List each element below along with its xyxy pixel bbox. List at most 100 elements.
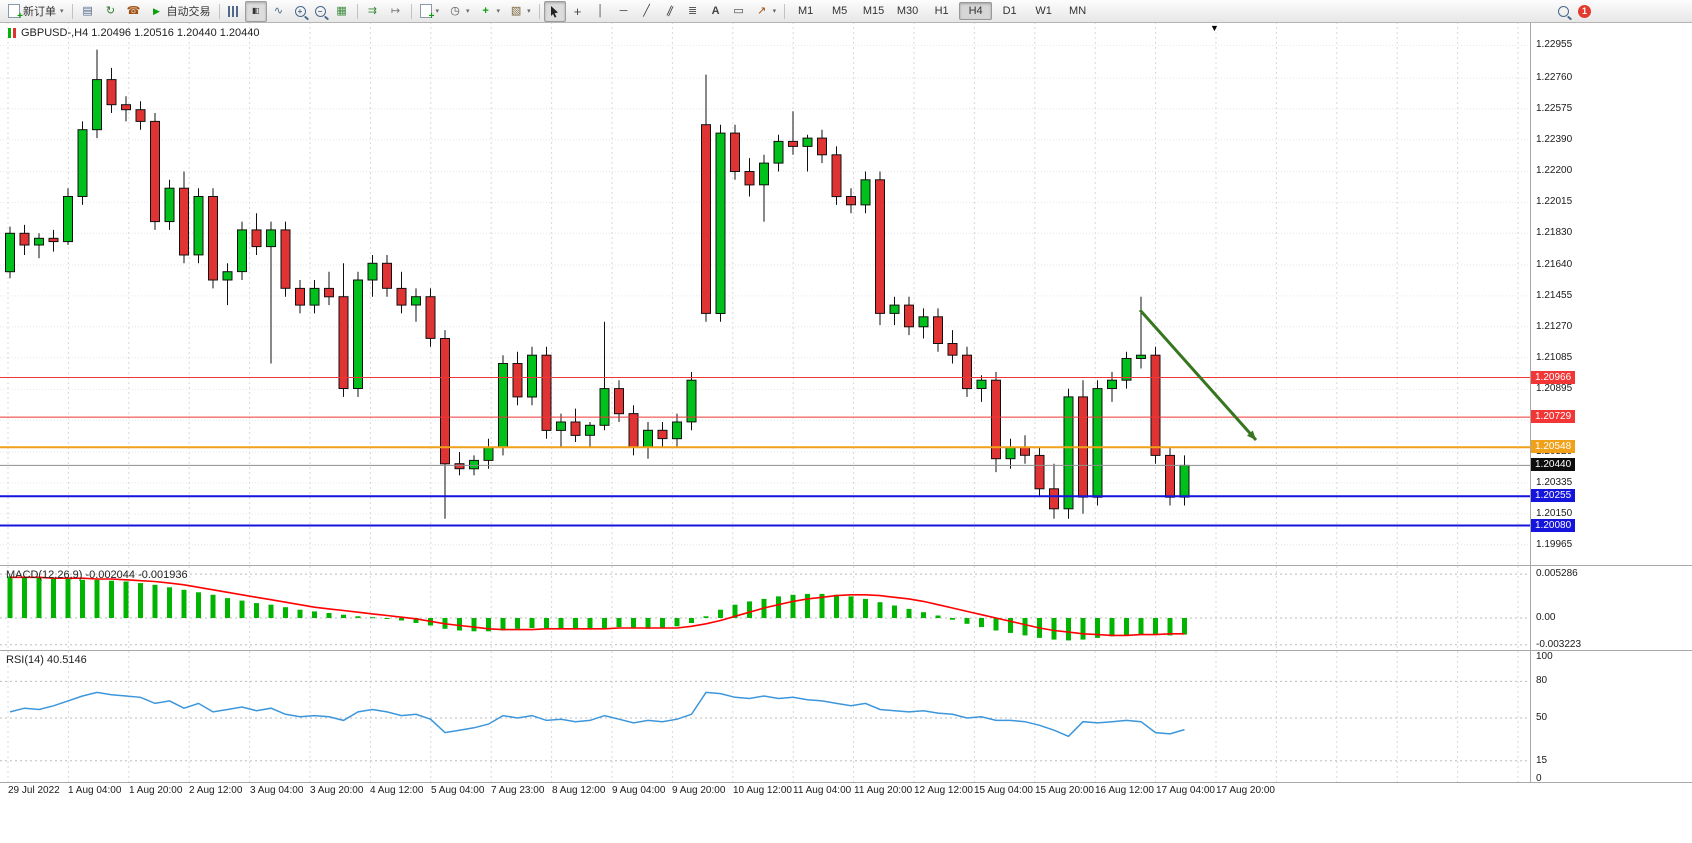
hlines-layer	[0, 377, 1530, 527]
rsi-axis-label: 100	[1536, 651, 1553, 662]
text-button[interactable]: A	[705, 1, 727, 22]
crosshair-button[interactable]: +	[567, 1, 589, 22]
timeframe-m30-button[interactable]: M30	[896, 5, 919, 17]
time-axis-label: 29 Jul 2022	[8, 785, 60, 796]
zoom-out-button[interactable]: −	[311, 1, 330, 22]
price-tick-label: 1.22200	[1536, 165, 1573, 176]
price-line-tag[interactable]: 1.20966	[1531, 371, 1576, 384]
crosshair-icon: +	[573, 3, 582, 19]
add-indicator-icon: +	[482, 4, 489, 17]
time-axis-label: 15 Aug 04:00	[974, 785, 1033, 796]
period-button[interactable]: ◷ ▾	[444, 1, 474, 22]
price-tick-label: 1.21085	[1536, 352, 1573, 363]
price-tick-label: 1.20150	[1536, 508, 1573, 519]
auto-scroll-icon: ⇉	[367, 4, 378, 17]
time-axis-label: 5 Aug 04:00	[431, 785, 485, 796]
time-axis-label: 1 Aug 20:00	[129, 785, 183, 796]
fibonacci-button[interactable]: ≣	[682, 1, 704, 22]
price-tick-label: 1.20710	[1536, 414, 1573, 425]
rsi-indicator-label: RSI(14) 40.5146	[6, 654, 87, 666]
main-grid	[0, 22, 1530, 564]
toolbar-separator	[71, 3, 73, 19]
time-axis-label: 12 Aug 12:00	[914, 785, 973, 796]
chart-shift-button[interactable]: ↦	[385, 1, 407, 22]
zoom-in-button[interactable]: +	[291, 1, 310, 22]
time-axis-label: 17 Aug 20:00	[1216, 785, 1275, 796]
main-chart-plot[interactable]	[0, 22, 1530, 564]
price-tick-label: 1.21830	[1536, 227, 1573, 238]
new-order-icon	[8, 4, 23, 22]
channel-button[interactable]: ∥	[659, 1, 681, 22]
trend-arrow	[1138, 309, 1258, 441]
zoom-out-icon: −	[314, 5, 326, 17]
price-tick-label: 1.20895	[1536, 383, 1573, 394]
macd-indicator-label: MACD(12,26,9) -0.002044 -0.001936	[6, 569, 188, 581]
time-axis-label: 3 Aug 04:00	[250, 785, 304, 796]
label-icon: ▭	[733, 4, 744, 17]
support-button[interactable]: ☎	[123, 1, 145, 22]
candlestick-chart-button[interactable]: ▮▯	[244, 0, 267, 22]
auto-trading-button[interactable]: ▶ 自动交易	[146, 1, 215, 22]
refresh-button[interactable]: ↻	[100, 1, 122, 22]
window-icon: ▤	[82, 4, 93, 17]
trendline-button[interactable]: ╱	[636, 1, 658, 22]
horizontal-line-icon: ─	[619, 4, 628, 17]
macd-panel-divider[interactable]	[0, 565, 1692, 566]
macd-axis-label: 0.00	[1536, 612, 1556, 623]
toolbar-separator	[410, 3, 412, 19]
timeframe-m15-button[interactable]: M15	[862, 5, 885, 17]
price-axis-divider	[1530, 22, 1531, 782]
indicators-button[interactable]: + ▾	[475, 1, 505, 22]
horizontal-line-button[interactable]: ─	[613, 1, 635, 22]
timeframe-h1-button[interactable]: H1	[934, 5, 949, 17]
timeframe-m5-button[interactable]: M5	[831, 5, 848, 17]
new-chart-button[interactable]: ▾	[416, 1, 444, 22]
price-line-tag[interactable]: 1.20729	[1531, 410, 1576, 423]
new-order-button[interactable]: 新订单 ▾	[4, 1, 68, 22]
price-line-tag[interactable]: 1.20255	[1531, 489, 1576, 502]
tile-windows-button[interactable]: ▦	[331, 1, 353, 22]
arrows-button[interactable]: ↗ ▾	[751, 1, 781, 22]
toolbar-separator	[356, 3, 358, 19]
timeframe-w1-button[interactable]: W1	[1035, 5, 1052, 17]
chart-shift-marker[interactable]: ▼	[1210, 23, 1219, 33]
candles-layer	[5, 49, 1190, 519]
new-order-label: 新订单	[23, 6, 56, 18]
label-button[interactable]: ▭	[728, 1, 750, 22]
vertical-line-button[interactable]: │	[590, 1, 612, 22]
rsi-panel-divider[interactable]	[0, 650, 1692, 651]
candlestick-icon: ▮▯	[252, 6, 260, 15]
new-chart-icon	[419, 4, 435, 22]
current-price-tag: 1.20440	[1531, 458, 1576, 471]
cursor-button[interactable]	[543, 0, 566, 22]
time-axis-label: 4 Aug 12:00	[370, 785, 424, 796]
rsi-panel-plot[interactable]	[0, 651, 1530, 782]
arrows-icon: ↗	[756, 4, 767, 17]
toolbar-separator	[538, 3, 540, 19]
trendline-icon: ╱	[643, 4, 650, 17]
notification-badge: 1	[1578, 4, 1591, 18]
timeframe-mn-button[interactable]: MN	[1069, 5, 1087, 17]
price-line-tag[interactable]: 1.20548	[1531, 440, 1576, 453]
price-line-tag[interactable]: 1.20080	[1531, 519, 1576, 532]
window-list-button[interactable]: ▤	[77, 1, 99, 22]
chart-shift-icon: ↦	[390, 4, 401, 17]
price-tick-label: 1.22955	[1536, 39, 1573, 50]
timeframe-d1-button[interactable]: D1	[1002, 5, 1017, 17]
toolbar: 新订单 ▾ ▤ ↻ ☎ ▶ 自动交易 ▮▯ ∿ + − ▦ ⇉ ↦ ▾ ◷▾ +…	[0, 0, 1692, 23]
symbol-ohlc-label: GBPUSD-,H4 1.20496 1.20516 1.20440 1.204…	[8, 27, 260, 39]
rsi-grid	[7, 651, 1519, 782]
search-button[interactable]	[1554, 1, 1573, 22]
line-chart-button[interactable]: ∿	[268, 1, 290, 22]
time-axis-label: 7 Aug 23:00	[491, 785, 545, 796]
zoom-in-icon: +	[294, 5, 306, 17]
timeframe-m1-button[interactable]: M1	[797, 5, 814, 17]
timeframe-h4-button[interactable]: H4	[959, 2, 993, 20]
templates-button[interactable]: ▧ ▾	[505, 1, 535, 22]
macd-panel-plot[interactable]	[0, 566, 1530, 650]
chevron-down-icon: ▾	[60, 8, 64, 15]
notifications-button[interactable]: 1	[1574, 1, 1595, 22]
auto-scroll-button[interactable]: ⇉	[362, 1, 384, 22]
bar-chart-button[interactable]	[224, 1, 244, 22]
